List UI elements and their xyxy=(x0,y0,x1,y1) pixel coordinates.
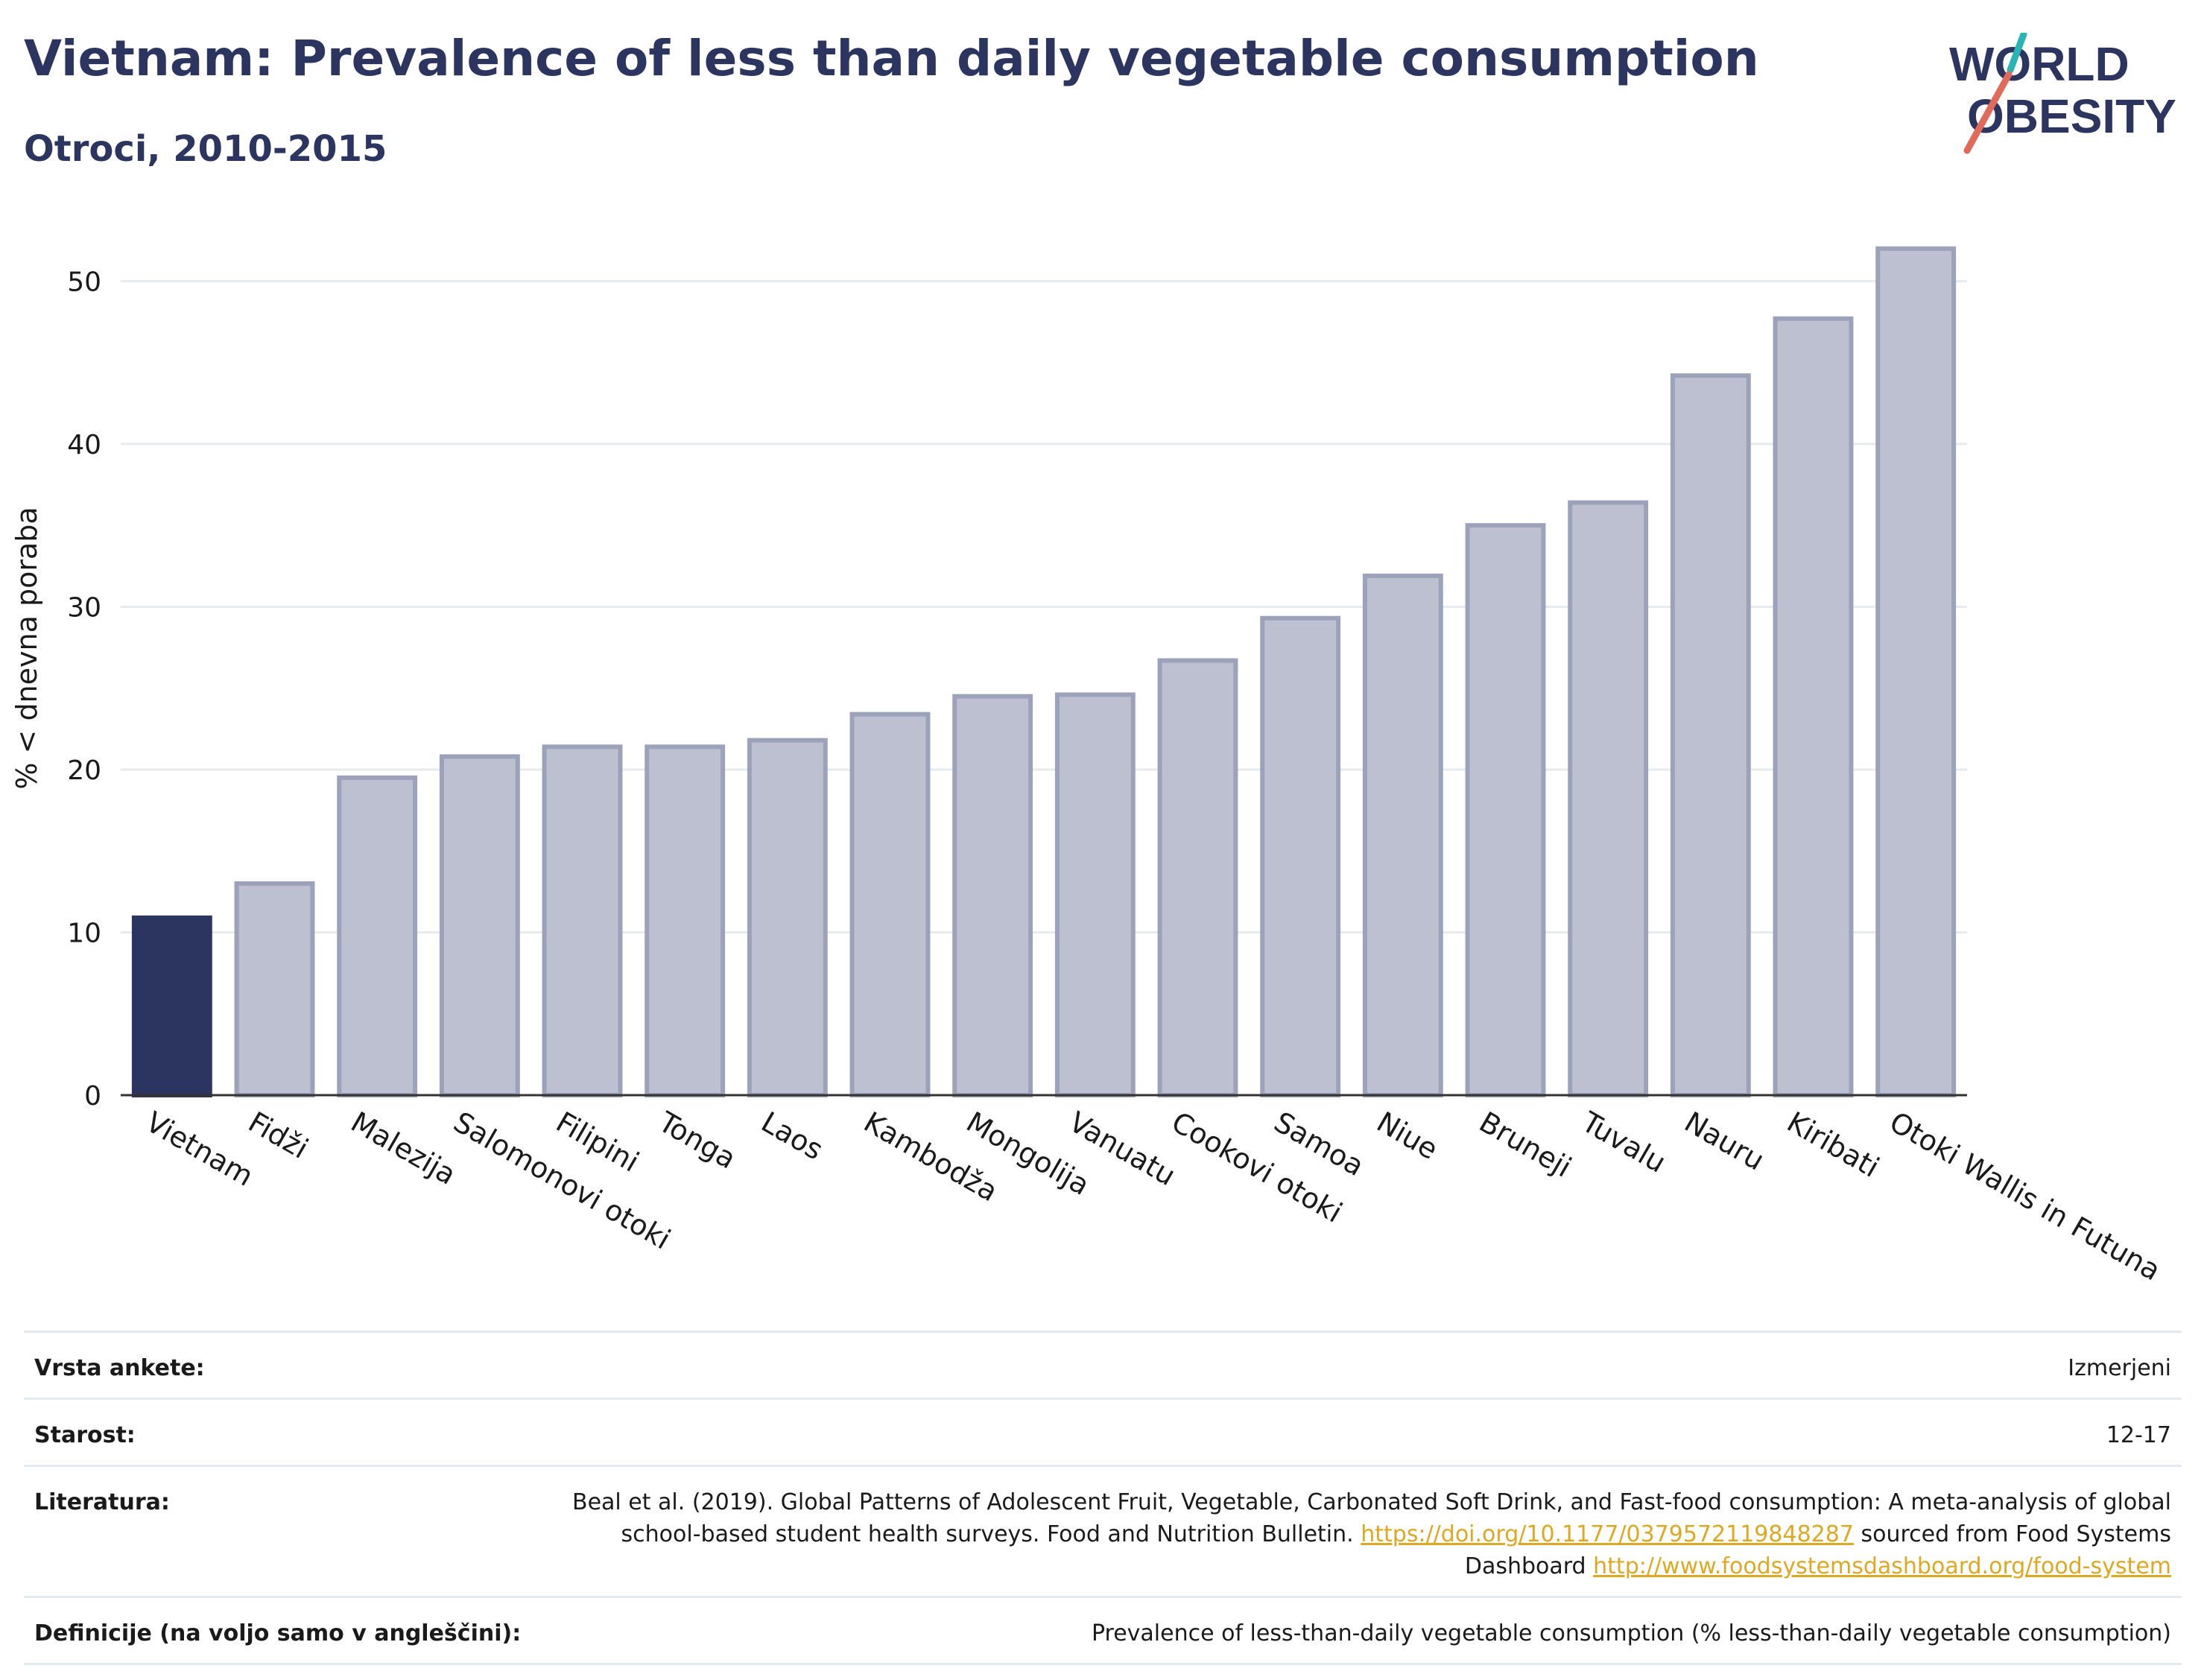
food-systems-link[interactable]: http://www.foodsystemsdashboard.org/food… xyxy=(1593,1553,2171,1579)
survey-type-value: Izmerjeni xyxy=(2068,1355,2171,1381)
bar-7 xyxy=(849,711,931,1098)
y-tick-label-50: 50 xyxy=(67,267,101,297)
bar-9 xyxy=(1054,692,1136,1097)
bar-14 xyxy=(1568,500,1649,1097)
x-tick-label-1: Fidži xyxy=(243,1106,314,1165)
page-title: Vietnam: Prevalence of less than daily v… xyxy=(24,30,1759,87)
bar-10 xyxy=(1157,658,1238,1097)
world-obesity-logo: WORLD OBESITY xyxy=(1949,33,2176,154)
bar-8 xyxy=(952,694,1033,1097)
bar-13 xyxy=(1465,523,1546,1097)
reference-text: Beal et al. (2019). Global Patterns of A… xyxy=(571,1489,2171,1547)
age-value: 12-17 xyxy=(2106,1422,2171,1448)
x-tick-label-16: Kiribati xyxy=(1782,1106,1885,1184)
doi-link[interactable]: https://doi.org/10.1177/0379572119848287 xyxy=(1361,1521,1854,1547)
bar-4 xyxy=(542,744,623,1097)
definitions-label: Definicije (na voljo samo v angleščini): xyxy=(34,1620,522,1646)
reference-label: Literatura: xyxy=(34,1489,170,1515)
x-tick-label-2: Malezija xyxy=(346,1106,462,1191)
bar-2 xyxy=(337,775,418,1098)
bar-11 xyxy=(1260,615,1341,1097)
y-tick-label-0: 0 xyxy=(84,1081,101,1112)
meta-row-definitions: Definicije (na voljo samo v angleščini):… xyxy=(24,1596,2182,1665)
y-tick-label-20: 20 xyxy=(67,755,101,786)
bar-5 xyxy=(645,744,726,1097)
survey-type-label: Vrsta ankete: xyxy=(34,1355,205,1381)
y-tick-label-10: 10 xyxy=(67,918,101,948)
meta-row-survey: Vrsta ankete: Izmerjeni xyxy=(24,1331,2182,1398)
meta-row-age: Starost: 12-17 xyxy=(24,1398,2182,1465)
reference-source-text: sourced from Food Systems Dashboard xyxy=(1464,1521,2171,1579)
x-tick-label-13: Bruneji xyxy=(1474,1106,1577,1184)
bar-6 xyxy=(747,738,828,1097)
x-tick-label-10: Cookovi otoki xyxy=(1166,1106,1348,1229)
bar-15 xyxy=(1670,373,1751,1098)
x-tick-label-5: Tonga xyxy=(653,1105,741,1175)
y-tick-label-30: 30 xyxy=(67,592,101,623)
page-subtitle: Otroci, 2010-2015 xyxy=(24,128,387,170)
bar-17 xyxy=(1875,246,1957,1097)
x-tick-label-14: Tuvalu xyxy=(1576,1105,1671,1179)
metadata-table: Vrsta ankete: Izmerjeni Starost: 12-17 L… xyxy=(24,1331,2182,1665)
x-tick-label-15: Nauru xyxy=(1679,1106,1770,1177)
x-tick-label-0: Vietnam xyxy=(140,1106,259,1193)
definitions-value: Prevalence of less-than-daily vegetable … xyxy=(1091,1620,2171,1646)
bar-1 xyxy=(234,881,315,1097)
age-label: Starost: xyxy=(34,1422,136,1448)
logo-line2: OBESITY xyxy=(1967,89,2176,143)
logo-line1: WORLD xyxy=(1949,37,2129,91)
bar-0 xyxy=(131,915,212,1097)
x-tick-label-17: Otoki Wallis in Futuna xyxy=(1884,1106,2166,1287)
meta-row-reference: Literatura: Beal et al. (2019). Global P… xyxy=(24,1465,2182,1596)
y-tick-label-40: 40 xyxy=(67,430,101,460)
x-tick-label-12: Niue xyxy=(1371,1106,1443,1166)
logo-slash-coral xyxy=(1963,71,2013,154)
logo-slash-teal xyxy=(2007,33,2027,74)
bar-12 xyxy=(1362,573,1443,1097)
reference-value: Beal et al. (2019). Global Patterns of A… xyxy=(495,1486,2171,1582)
x-tick-label-6: Laos xyxy=(756,1106,829,1167)
bar-16 xyxy=(1773,316,1854,1098)
bar-3 xyxy=(439,754,520,1098)
